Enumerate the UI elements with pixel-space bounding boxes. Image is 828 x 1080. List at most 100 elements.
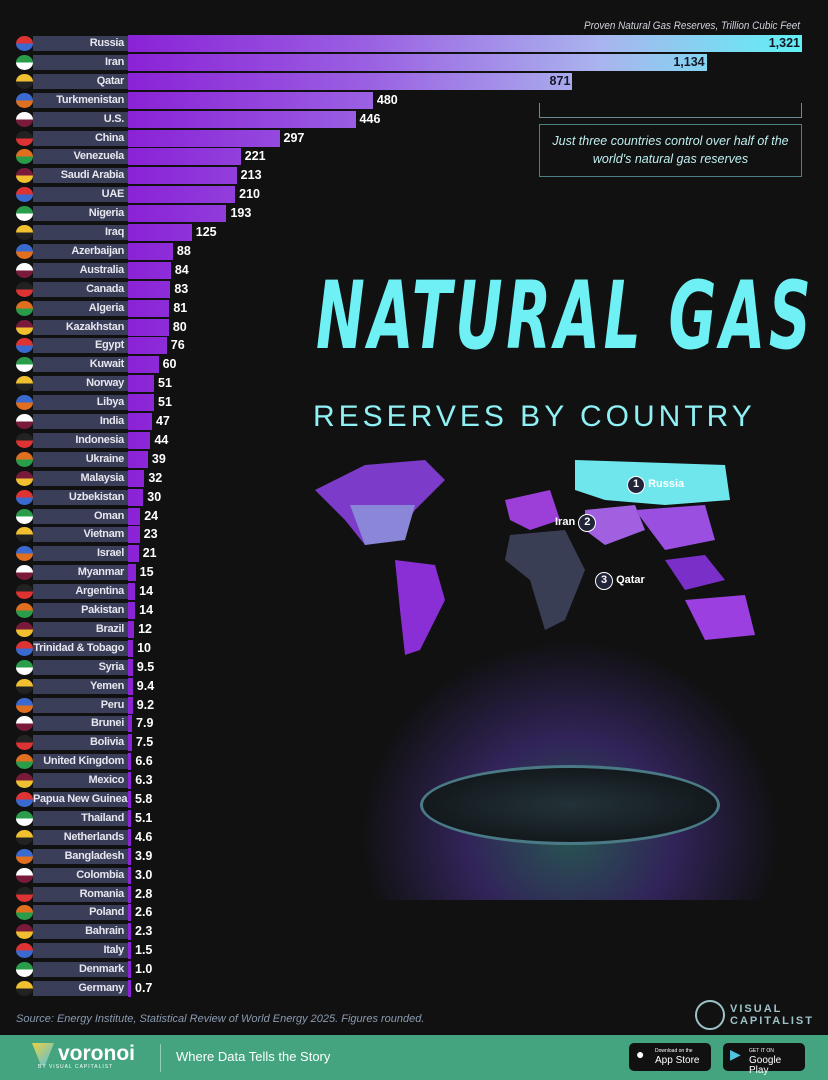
bar-row: Thailand 5.1 (0, 809, 828, 827)
value-label: 0.7 (135, 981, 153, 995)
bar (128, 885, 131, 903)
bar-row: Norway 51 (0, 375, 828, 393)
bar-row: Canada 83 (0, 280, 828, 298)
flag-icon (16, 829, 33, 845)
bar (128, 866, 131, 884)
flag-icon (16, 867, 33, 883)
value-label: 4.6 (135, 829, 153, 844)
flag-icon (16, 376, 33, 392)
bar (128, 375, 155, 393)
country-label: Libya (33, 395, 128, 411)
bar (128, 129, 280, 147)
value-label: 213 (240, 168, 262, 183)
country-label: Norway (33, 376, 128, 392)
flag-icon (16, 943, 33, 959)
apple-icon: ● (636, 1046, 645, 1062)
bar-row: Ukraine 39 (0, 450, 828, 468)
bar (128, 961, 131, 979)
value-label: 7.9 (136, 716, 154, 731)
bar (128, 280, 171, 298)
bar-row: Oman 24 (0, 507, 828, 525)
bar (128, 753, 132, 771)
value-label: 3.9 (135, 848, 153, 863)
value-label: 21 (142, 546, 157, 561)
flag-icon (16, 281, 33, 297)
bar (128, 261, 171, 279)
bar-row: Papua New Guinea 5.8 (0, 791, 828, 808)
value-label: 1.0 (135, 962, 153, 977)
value-label: 193 (230, 206, 252, 221)
bar (128, 205, 227, 223)
bar (128, 148, 241, 166)
flag-icon (16, 697, 33, 713)
country-label: Colombia (33, 867, 128, 883)
country-label: Saudi Arabia (33, 168, 128, 184)
bar-row: Colombia 3.0 (0, 866, 828, 884)
bar (128, 828, 131, 846)
app-store-button[interactable]: ● Download on the App Store (629, 1043, 711, 1071)
country-label: Germany (33, 981, 128, 996)
value-label: 32 (148, 470, 163, 485)
voronoi-byline: BY VISUAL CAPITALIST (38, 1064, 114, 1070)
footer-tagline: Where Data Tells the Story (176, 1049, 331, 1064)
bar (128, 450, 148, 468)
flag-icon (16, 716, 33, 732)
country-label: Iraq (33, 225, 128, 240)
flag-icon (16, 886, 33, 902)
bar-row: Myanmar 15 (0, 564, 828, 582)
world-map: 1 Russia Iran 2 3 Qatar (305, 450, 765, 680)
country-label: Malaysia (33, 470, 128, 486)
flag-icon (16, 36, 33, 51)
google-play-button[interactable]: ▶ GET IT ON Google Play (723, 1043, 805, 1076)
flag-icon (16, 243, 33, 259)
chart-subtitle: RESERVES BY COUNTRY (313, 400, 756, 433)
bar (128, 809, 131, 827)
country-label: Kuwait (33, 357, 128, 373)
bar (128, 564, 136, 582)
country-label: Bahrain (33, 924, 128, 940)
flag-icon (16, 659, 33, 675)
voronoi-logo[interactable]: voronoi (32, 1042, 135, 1066)
value-label: 47 (155, 414, 170, 428)
bar-row: Bolivia 7.5 (0, 734, 828, 752)
bar-row: UAE 210 (0, 186, 828, 204)
value-label: 81 (173, 300, 188, 315)
country-label: Canada (33, 281, 128, 297)
value-label: 125 (195, 225, 217, 239)
flag-icon (16, 432, 33, 448)
bar-row: Pakistan 14 (0, 602, 828, 619)
flag-icon (16, 414, 33, 429)
flag-icon (16, 546, 33, 562)
flag-icon (16, 810, 33, 826)
bar (128, 602, 136, 619)
flag-icon (16, 130, 33, 146)
value-label: 9.4 (136, 678, 155, 693)
footer-divider (160, 1044, 161, 1072)
country-label: Netherlands (33, 829, 128, 845)
bar-row: U.S. 446 (0, 110, 828, 128)
country-label: Australia (33, 262, 128, 278)
bar-row: Vietnam 23 (0, 526, 828, 544)
source-note: Source: Energy Institute, Statistical Re… (16, 1013, 425, 1025)
country-label: United Kingdom (33, 754, 128, 770)
value-label: 871 (549, 73, 571, 88)
value-label: 2.6 (135, 905, 153, 920)
bar-row: Indonesia 44 (0, 431, 828, 449)
flag-icon (16, 73, 33, 89)
bar (128, 167, 237, 185)
flag-icon (16, 640, 33, 656)
bar-row: Bangladesh 3.9 (0, 847, 828, 865)
value-label: 9.5 (136, 659, 155, 674)
value-label: 44 (154, 432, 169, 447)
bar (128, 91, 373, 109)
bar-row: China 297 (0, 129, 828, 147)
country-label: Qatar (33, 73, 128, 89)
bar (128, 791, 131, 808)
value-label: 10 (137, 640, 151, 655)
flag-icon (16, 848, 33, 864)
flag-icon (16, 773, 33, 789)
country-label: Ukraine (33, 451, 128, 467)
value-label: 88 (176, 243, 191, 258)
bar (128, 942, 131, 960)
country-label: Turkmenistan (33, 92, 128, 108)
